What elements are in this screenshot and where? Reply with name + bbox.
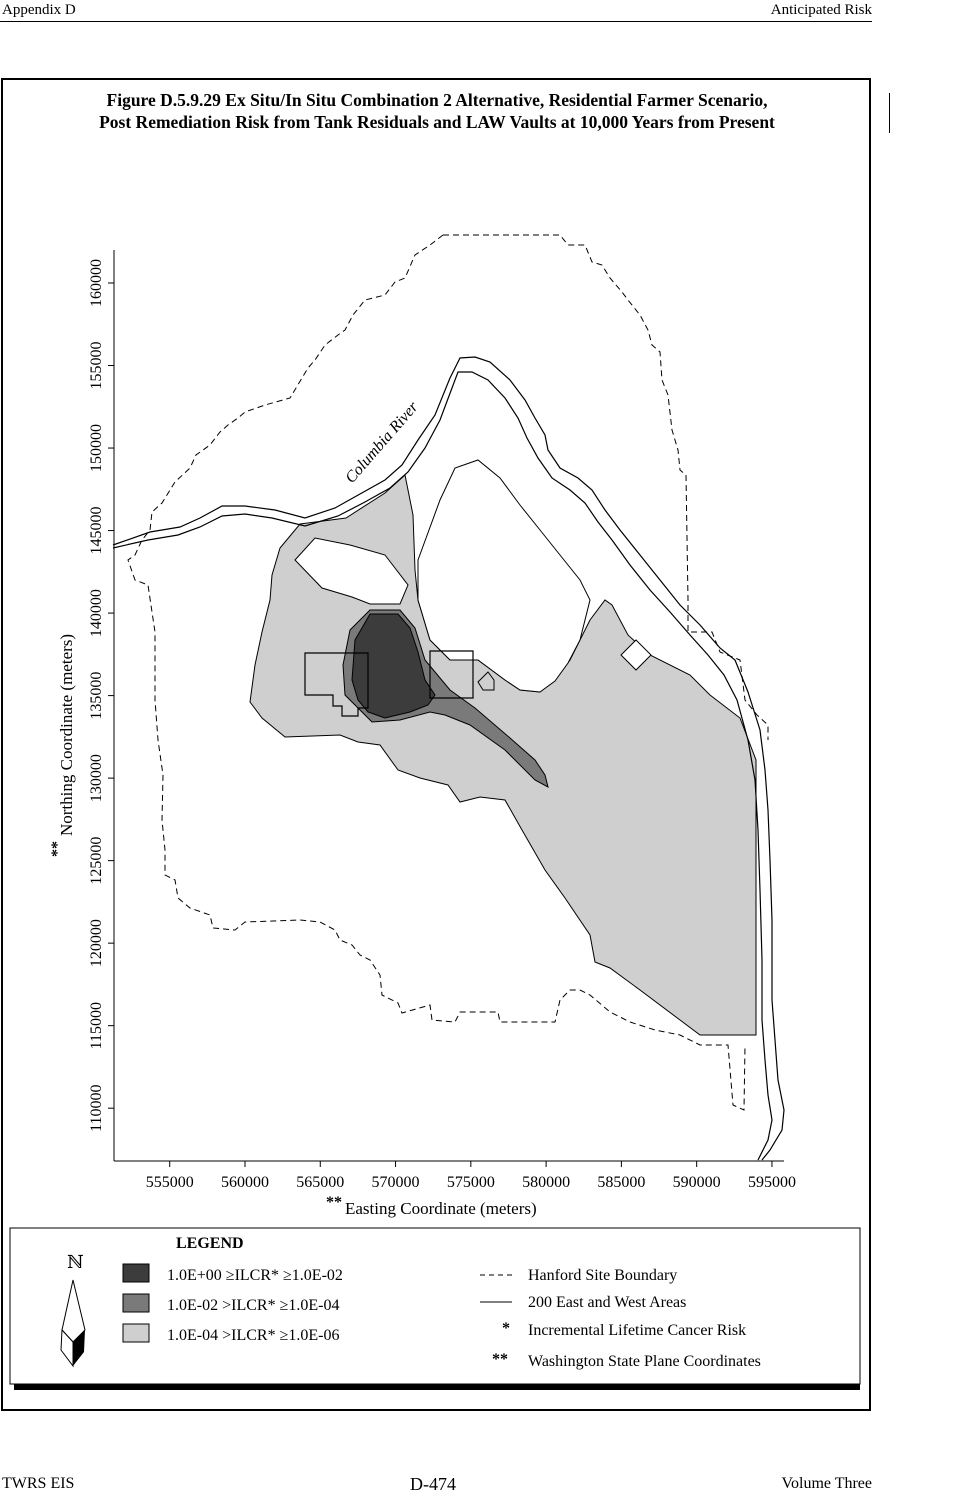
x-tick-label: 570000 [372, 1174, 420, 1191]
y-ticks: 110000 115000 120000 125000 130000 135000 1400… [88, 259, 114, 1132]
zone-cutout-river-bend [417, 459, 591, 693]
legend-swatch-medium [122, 1293, 150, 1313]
x-axis-label-marker: ** [326, 1194, 342, 1211]
area-200-west [304, 652, 369, 717]
legend-swatch-low [122, 1323, 150, 1343]
y-tick-label: 130000 [88, 754, 105, 802]
x-tick-label: 585000 [597, 1174, 645, 1191]
columbia-river-bank-south [112, 371, 773, 1161]
x-tick-label: 580000 [522, 1174, 570, 1191]
legend-note-200-areas: 200 East and West Areas [528, 1294, 686, 1311]
legend-double-asterisk-icon: ** [492, 1351, 508, 1368]
legend-item-low: 1.0E-04 >ILCR* ≥1.0E-06 [167, 1327, 339, 1344]
x-axis-label: Easting Coordinate (meters) [345, 1199, 537, 1218]
y-tick-label: 140000 [88, 589, 105, 637]
y-axis-label-marker: ** [49, 841, 66, 857]
x-tick-label: 575000 [447, 1174, 495, 1191]
x-tick-label: 590000 [673, 1174, 721, 1191]
x-ticks: 555000 560000 565000 570000 575000 580000 5850… [146, 1161, 796, 1191]
river-label: Columbia River [342, 398, 422, 487]
hanford-site-boundary-west [127, 234, 746, 1111]
north-icon: ℕ [67, 1252, 83, 1273]
x-tick-label: 595000 [748, 1174, 796, 1191]
risk-zone-high [351, 613, 436, 719]
y-tick-label: 125000 [88, 837, 105, 885]
header-rule [0, 21, 872, 22]
y-tick-label: 110000 [88, 1084, 105, 1131]
x-tick-label: 565000 [296, 1174, 344, 1191]
page-footer-left: TWRS EIS [2, 1475, 75, 1492]
legend-item-medium: 1.0E-02 >ILCR* ≥1.0E-04 [167, 1297, 339, 1314]
zone-cutout-diamond [620, 639, 652, 671]
page-footer-right: Volume Three [781, 1475, 873, 1492]
legend-note-ilcr: Incremental Lifetime Cancer Risk [528, 1322, 746, 1339]
legend-note-state-plane: Washington State Plane Coordinates [528, 1353, 761, 1370]
north-arrow-base-icon [60, 1328, 74, 1368]
x-tick-label: 555000 [146, 1174, 194, 1191]
y-tick-label: 160000 [88, 259, 105, 307]
y-tick-label: 150000 [88, 424, 105, 472]
y-tick-label: 155000 [88, 342, 105, 390]
legend-note-site-boundary: Hanford Site Boundary [528, 1267, 677, 1284]
y-axis-label: Northing Coordinate (meters) [57, 634, 76, 836]
margin-change-bar [889, 93, 890, 133]
page-number: D-474 [410, 1474, 456, 1494]
legend-box [9, 1227, 861, 1385]
legend-asterisk-icon: * [502, 1320, 510, 1337]
legend-item-high: 1.0E+00 ≥ILCR* ≥1.0E-02 [167, 1267, 343, 1284]
page-header-left: Appendix D [2, 2, 76, 18]
area-200-east-tab [477, 671, 495, 691]
columbia-river-bank-north [112, 356, 785, 1161]
legend-title: LEGEND [176, 1235, 244, 1252]
figure-title-line2: Post Remediation Risk from Tank Residual… [99, 112, 775, 132]
figure-title-line1: Figure D.5.9.29 Ex Situ/In Situ Combinat… [106, 90, 768, 110]
zone-cutout-northwest [294, 537, 409, 605]
area-200-east [429, 650, 474, 699]
y-tick-label: 120000 [88, 919, 105, 967]
figure-frame [1, 78, 871, 1411]
y-tick-label: 115000 [88, 1002, 105, 1049]
page-header-right: Anticipated Risk [770, 2, 872, 18]
north-arrow-shade-icon [73, 1330, 85, 1366]
y-tick-label: 145000 [88, 507, 105, 555]
y-tick-label: 135000 [88, 672, 105, 720]
x-tick-label: 560000 [221, 1174, 269, 1191]
legend-swatch-high [122, 1263, 150, 1283]
